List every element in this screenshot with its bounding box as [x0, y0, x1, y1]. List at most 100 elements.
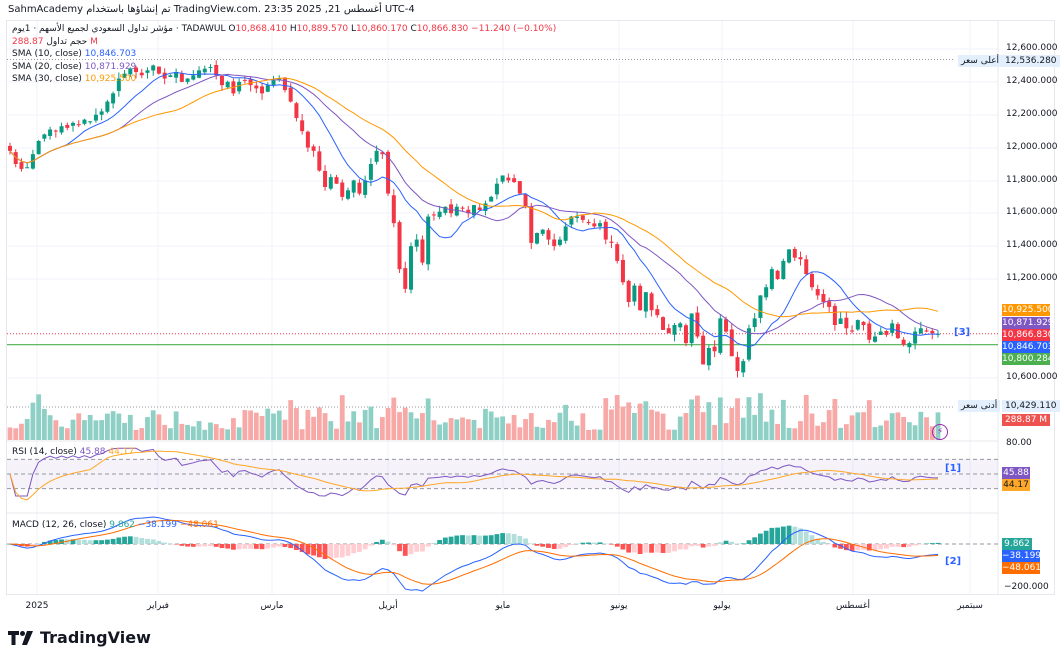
macd-legend[interactable]: MACD (12, 26, close) 9.862 −38.199 −48.0…	[12, 519, 219, 531]
candle-body	[334, 177, 339, 184]
macd-histogram-bar	[563, 544, 569, 548]
sma10-label: SMA (10, close)	[12, 49, 82, 59]
candle-body	[99, 111, 104, 115]
macd-histogram-bar	[786, 525, 792, 544]
price-marker[interactable]: [3]	[954, 327, 971, 338]
macd-histogram-bar	[866, 544, 872, 551]
macd-histogram-bar	[30, 544, 36, 546]
volume-bar	[654, 411, 660, 440]
candle-body	[380, 152, 385, 155]
candle-body	[500, 175, 505, 182]
volume-bar	[637, 403, 643, 440]
volume-bar	[64, 428, 70, 440]
macd-tag: −38.199	[1002, 550, 1042, 562]
lightning-icon[interactable]: ⚡	[932, 424, 948, 440]
macd-histogram-bar	[906, 544, 912, 547]
candle-body	[701, 335, 706, 365]
rsi-marker[interactable]: [1]	[945, 463, 962, 474]
volume-bar	[357, 422, 362, 440]
volume-bar	[746, 397, 752, 440]
macd-marker[interactable]: [2]	[945, 556, 962, 567]
candle-body	[483, 203, 488, 211]
macd-bottom-tick: −200.000	[1004, 582, 1049, 592]
volume-bar	[861, 412, 866, 440]
candle-body	[655, 309, 660, 316]
rsi-legend[interactable]: RSI (14, close) 45.88 44.17	[12, 446, 134, 458]
macd-histogram-bar	[677, 544, 683, 550]
sma-lines	[9, 71, 939, 348]
volume-label: حجم تداول	[46, 37, 88, 47]
macd-histogram-bar	[803, 531, 809, 544]
high-value: 10,889.570	[296, 24, 349, 34]
macd-histogram-bar	[465, 535, 471, 544]
macd-hist-tag: 9.862	[1002, 538, 1032, 550]
sma30-legend[interactable]: SMA (30, close) 10,925.500	[12, 73, 136, 85]
change-value: −11.240 (−0.10%)	[471, 24, 557, 34]
volume-bar	[494, 417, 500, 440]
x-tick: يوليو	[713, 601, 731, 611]
volume-bar	[780, 399, 786, 440]
macd-histogram-bar	[752, 537, 758, 544]
candle-body	[426, 216, 431, 265]
macd-histogram-bar	[271, 544, 276, 548]
volume-bar	[253, 412, 259, 440]
candle-body	[214, 64, 219, 76]
volume-bar	[586, 429, 591, 440]
macd-histogram-bar	[723, 540, 729, 544]
macd-histogram-bar	[649, 544, 654, 553]
x-tick: أبريل	[378, 601, 398, 611]
volume-bar	[695, 395, 700, 440]
macd-histogram-bar	[196, 544, 202, 547]
volume-bar	[889, 413, 895, 440]
volume-bar	[47, 415, 53, 440]
volume-bar	[901, 416, 907, 440]
candle-body	[431, 214, 436, 216]
macd-histogram-bar	[122, 536, 127, 544]
volume-bar	[483, 408, 488, 440]
sma20-price-tag: 10,871.929	[1002, 317, 1054, 329]
macd-histogram-bar	[511, 534, 517, 544]
sma10-legend[interactable]: SMA (10, close) 10,846.703	[12, 48, 136, 60]
volume-bar	[420, 413, 425, 440]
macd-histogram-bar	[167, 543, 173, 545]
candle-body	[907, 343, 912, 348]
candle-body	[580, 215, 585, 220]
volume-bar	[574, 425, 580, 440]
price-tick: 12,000.000	[1006, 142, 1058, 152]
sma20-value: 10,871.929	[84, 62, 137, 72]
macd-histogram-bar	[574, 543, 580, 544]
volume-bar	[311, 416, 317, 440]
candle-body	[592, 223, 597, 227]
macd-histogram-bar	[763, 530, 769, 544]
sma20-legend[interactable]: SMA (20, close) 10,871.929	[12, 61, 136, 73]
macd-histogram-bar	[265, 544, 271, 549]
rsi-band	[7, 459, 998, 489]
candle-body	[867, 323, 872, 340]
macd-histogram-bar	[775, 527, 781, 544]
symbol-name: مؤشر تداول السعودي لجميع الأسهم · 1يوم ·…	[12, 24, 226, 34]
volume-bar	[540, 427, 546, 440]
volume-bar	[53, 420, 59, 440]
volume-legend: حجم تداول 288.87 M	[12, 36, 98, 48]
macd-histogram-bar	[145, 538, 150, 544]
volume-bar	[345, 421, 351, 440]
volume-bar	[752, 414, 758, 440]
price-tick: 12,400.000	[1006, 76, 1058, 86]
candle-body	[408, 246, 413, 290]
candle-body	[758, 295, 763, 318]
tradingview-logo[interactable]: TradingView	[8, 628, 151, 647]
macd-histogram-bar	[185, 544, 190, 547]
candle-body	[649, 293, 654, 311]
volume-bar	[408, 412, 414, 440]
volume-bar	[631, 412, 637, 440]
candle-body	[832, 305, 837, 325]
candle-body	[225, 81, 230, 88]
candle-body	[25, 167, 30, 169]
macd-histogram-bar	[815, 538, 821, 544]
candle-body	[65, 124, 70, 128]
macd-histogram-bar	[116, 537, 122, 544]
volume-bar	[614, 395, 620, 440]
volume-bar	[316, 407, 322, 440]
x-tick: يونيو	[610, 601, 628, 611]
